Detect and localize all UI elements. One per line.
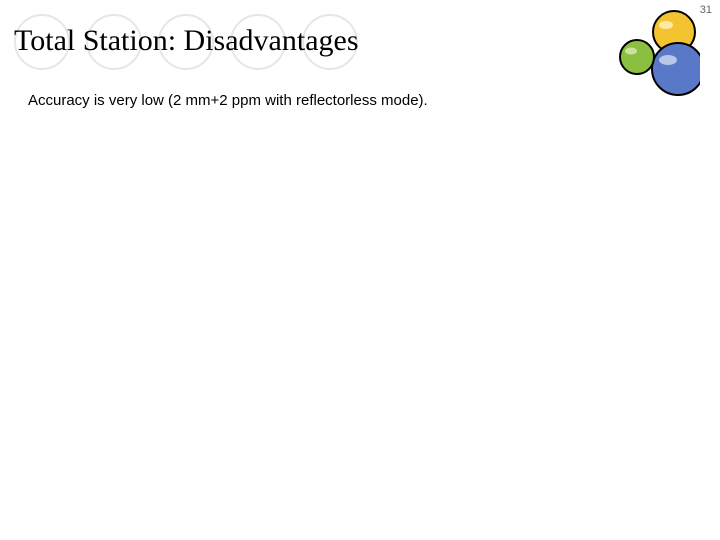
sphere-highlight	[659, 55, 677, 65]
sphere-highlight	[659, 21, 673, 29]
corner-spheres-graphic	[604, 10, 700, 96]
slide-title: Total Station: Disadvantages	[14, 24, 359, 58]
sphere-icon	[652, 43, 700, 95]
sphere-icon	[620, 40, 654, 74]
slide: 31 Total Station: Disadvantages Accuracy…	[0, 0, 720, 540]
sphere-highlight	[625, 48, 637, 55]
page-number: 31	[700, 4, 712, 16]
body-text: Accuracy is very low (2 mm+2 ppm with re…	[28, 92, 428, 109]
